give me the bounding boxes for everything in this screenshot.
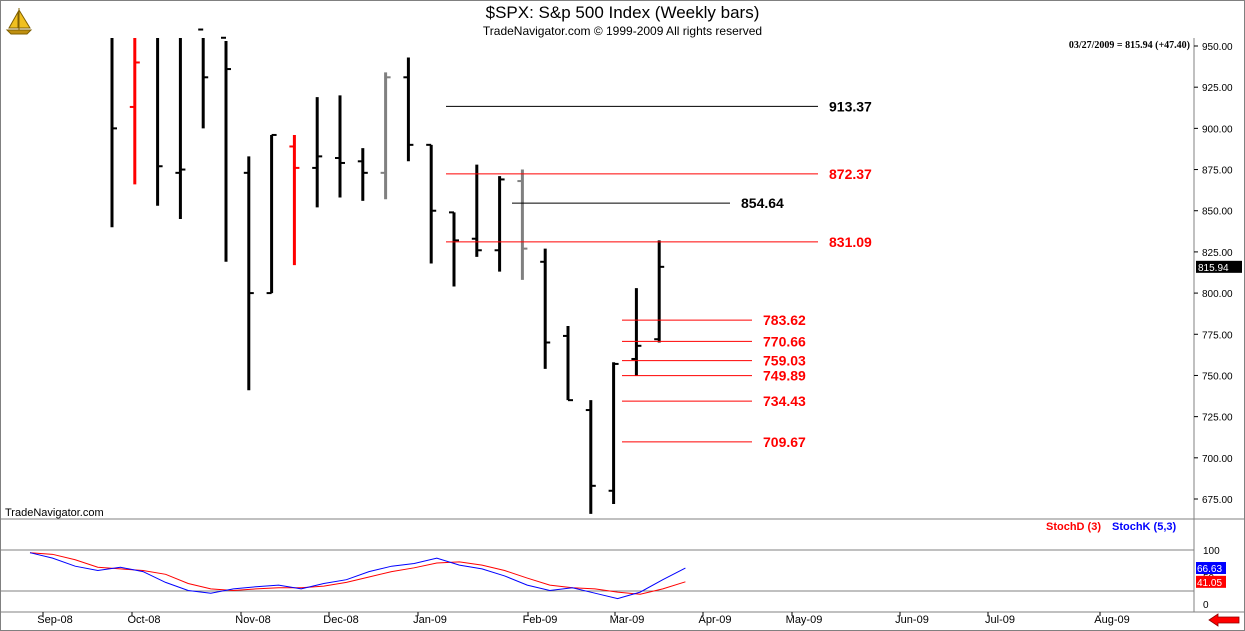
x-tick-label: Jul-09 xyxy=(985,614,1015,626)
level-label: 854.64 xyxy=(741,195,784,211)
price-tick-label: 875.00 xyxy=(1202,166,1233,177)
level-label: 831.09 xyxy=(829,234,872,250)
stochk-value: 66.63 xyxy=(1197,564,1222,575)
stochk-line xyxy=(29,552,686,600)
stochk-value-box xyxy=(1196,562,1226,575)
x-tick-label: Jan-09 xyxy=(413,614,447,626)
x-tick-label: Aug-09 xyxy=(1094,614,1129,626)
stochd-line xyxy=(29,552,686,595)
stochd-legend: StochD (3) xyxy=(1046,521,1101,533)
price-tick-label: 700.00 xyxy=(1202,454,1233,465)
level-label: 759.03 xyxy=(763,353,806,369)
price-tick-label: 900.00 xyxy=(1202,124,1233,135)
price-tick-label: 825.00 xyxy=(1202,248,1233,259)
stoch-axis-label: 100 xyxy=(1203,546,1220,557)
price-tick-label: 925.00 xyxy=(1202,83,1233,94)
x-tick-label: Dec-08 xyxy=(323,614,358,626)
level-label: 770.66 xyxy=(763,333,806,349)
x-tick-label: Feb-09 xyxy=(523,614,558,626)
last-price-box xyxy=(1196,260,1242,273)
price-tick-label: 775.00 xyxy=(1202,330,1233,341)
price-tick-label: 725.00 xyxy=(1202,413,1233,424)
sailboat-logo-icon xyxy=(5,8,33,35)
stochk-legend: StochK (5,3) xyxy=(1112,521,1177,533)
stoch-axis-label: 0 xyxy=(1203,600,1209,611)
x-tick-label: Apr-09 xyxy=(698,614,731,626)
level-label: 749.89 xyxy=(763,368,806,384)
x-tick-label: Nov-08 xyxy=(235,614,270,626)
red-left-arrow-icon[interactable] xyxy=(1208,613,1240,627)
price-tick-label: 800.00 xyxy=(1202,289,1233,300)
level-label: 913.37 xyxy=(829,98,872,114)
last-price-label: 815.94 xyxy=(1198,263,1229,274)
level-label: 783.62 xyxy=(763,312,806,328)
last-quote-stamp: 03/27/2009 = 815.94 (+47.40) xyxy=(1068,40,1190,51)
stochd-value-box xyxy=(1196,575,1226,588)
level-label: 872.37 xyxy=(829,166,872,182)
price-tick-label: 750.00 xyxy=(1202,371,1233,382)
level-label: 709.67 xyxy=(763,434,806,450)
chart-title: $SPX: S&p 500 Index (Weekly bars) xyxy=(485,3,760,22)
stochd-value: 41.05 xyxy=(1197,578,1222,589)
x-tick-label: Jun-09 xyxy=(895,614,929,626)
price-tick-label: 850.00 xyxy=(1202,207,1233,218)
watermark-text: TradeNavigator.com xyxy=(5,507,104,519)
chart-subtitle: TradeNavigator.com © 1999-2009 All right… xyxy=(482,24,763,38)
level-label: 734.43 xyxy=(763,393,806,409)
x-tick-label: May-09 xyxy=(786,614,823,626)
x-tick-label: Mar-09 xyxy=(610,614,645,626)
x-tick-label: Sep-08 xyxy=(37,614,72,626)
price-tick-label: 675.00 xyxy=(1202,495,1233,506)
price-tick-label: 950.00 xyxy=(1202,42,1233,53)
x-tick-label: Oct-08 xyxy=(127,614,160,626)
